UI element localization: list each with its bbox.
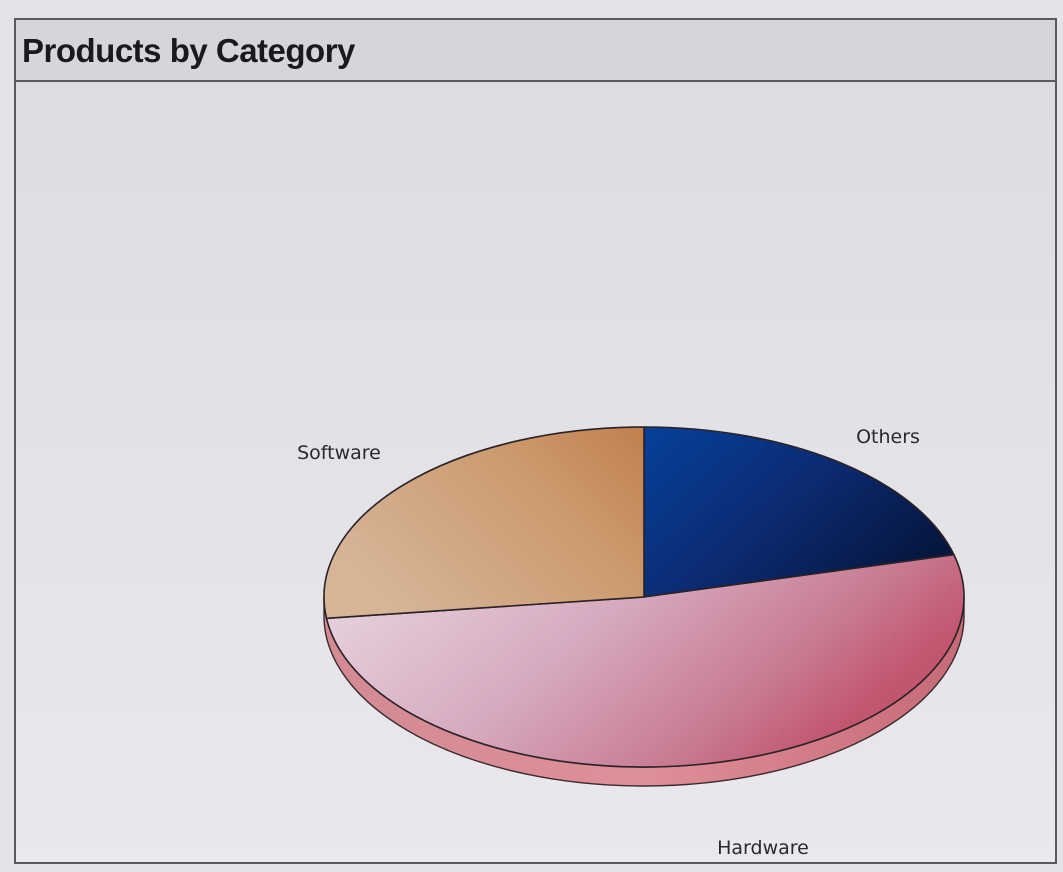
pie-slice-others[interactable] xyxy=(643,426,955,598)
slice-label-software: Software xyxy=(297,442,381,464)
pie-chart: Others Hardware Software xyxy=(297,426,965,859)
slice-label-hardware: Hardware xyxy=(717,837,809,859)
pie-slice-software[interactable] xyxy=(323,426,645,620)
chart-area: Others Hardware Software xyxy=(16,82,1055,862)
chart-title: Products by Category xyxy=(22,32,355,69)
slice-label-others: Others xyxy=(856,426,920,448)
panel-header: Products by Category xyxy=(16,20,1055,82)
chart-panel: Products by Category xyxy=(14,18,1057,864)
